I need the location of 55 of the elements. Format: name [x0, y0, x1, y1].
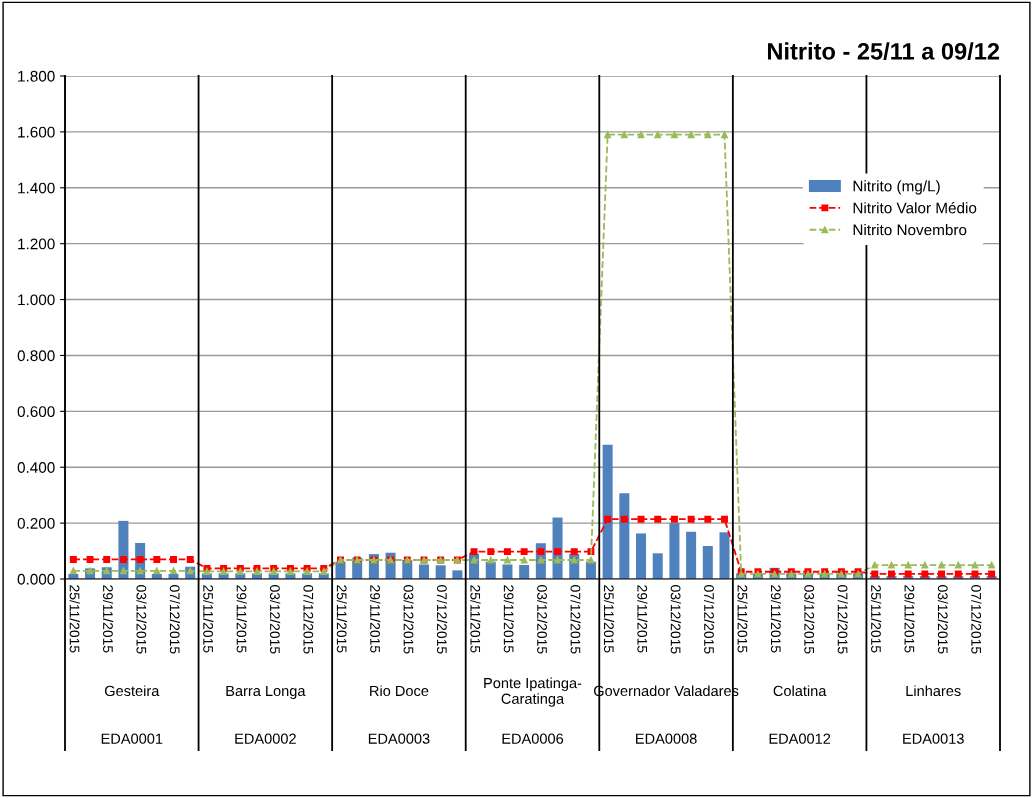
y-tick-label: 0.600	[17, 406, 55, 418]
x-tick-label: 03/12/2015	[269, 585, 281, 654]
x-tick-label: 25/11/2015	[871, 585, 882, 653]
x-tick-label: 25/11/2015	[603, 585, 615, 653]
x-tick-label: 07/12/2015	[837, 585, 848, 654]
x-tick-label: 03/12/2015	[403, 585, 414, 654]
text: Gesteira	[104, 685, 160, 697]
x-tick-label: 07/12/2015	[169, 585, 180, 654]
x-tick-label: 25/11/2015	[470, 585, 481, 653]
x-tick-label: 29/11/2015	[637, 585, 648, 653]
text: EDA0008	[636, 733, 697, 744]
x-tick-label: 03/12/2015	[136, 585, 147, 654]
y-tick-label: 0.000	[17, 573, 55, 585]
text: Rio Doce	[370, 685, 429, 697]
legend-label: Nitrito Novembro	[853, 224, 967, 236]
legend-label: Nitrito Valor Médio	[853, 201, 977, 214]
x-tick-label: 29/11/2015	[770, 585, 782, 653]
x-tick-label: 29/11/2015	[904, 585, 915, 653]
x-tick-label: 07/12/2015	[704, 585, 715, 654]
x-tick-label: 29/11/2015	[103, 585, 114, 653]
text: EDA0013	[903, 733, 964, 744]
x-tick-label: 07/12/2015	[570, 585, 581, 654]
x-tick-label: 25/11/2015	[336, 585, 347, 653]
y-tick-label: 1.800	[18, 70, 55, 82]
x-tick-label: 29/11/2015	[370, 585, 381, 653]
text: EDA0002	[235, 733, 296, 744]
x-tick-label: 25/11/2015	[737, 585, 748, 653]
x-tick-label: 29/11/2015	[236, 585, 247, 653]
legend-label: Nitrito (mg/L)	[853, 180, 940, 195]
text: Linhares	[906, 685, 961, 697]
x-tick-label: 07/12/2015	[971, 585, 982, 654]
text: EDA0001	[101, 733, 163, 744]
x-tick-label: 07/12/2015	[436, 585, 448, 654]
x-tick-label: 03/12/2015	[804, 585, 815, 654]
text: Ponte Ipatinga- Caratinga	[484, 677, 582, 707]
y-tick-label: 1.000	[18, 294, 55, 306]
x-tick-label: 25/11/2015	[69, 585, 80, 653]
x-tick-label: 29/11/2015	[503, 585, 514, 653]
y-tick-label: 0.400	[17, 462, 55, 473]
x-tick-label: 03/12/2015	[537, 585, 548, 654]
y-tick-label: 1.400	[18, 182, 55, 194]
y-tick-label: 1.200	[18, 238, 55, 250]
y-tick-label: 1.600	[18, 126, 55, 138]
y-tick-label: 0.800	[17, 350, 55, 362]
text: Barra Longa	[226, 685, 306, 699]
x-tick-label: 03/12/2015	[670, 585, 681, 654]
x-tick-label: 03/12/2015	[937, 585, 949, 654]
chart-title: Nitrito - 25/11 a 09/12	[767, 42, 1000, 60]
text: EDA0003	[368, 733, 430, 744]
x-tick-label: 25/11/2015	[203, 585, 214, 653]
x-tick-label: 07/12/2015	[303, 585, 314, 654]
text: Colatina	[773, 685, 827, 697]
text: EDA0012	[769, 733, 831, 744]
y-tick-label: 0.200	[17, 517, 55, 529]
text: EDA0006	[502, 733, 564, 744]
